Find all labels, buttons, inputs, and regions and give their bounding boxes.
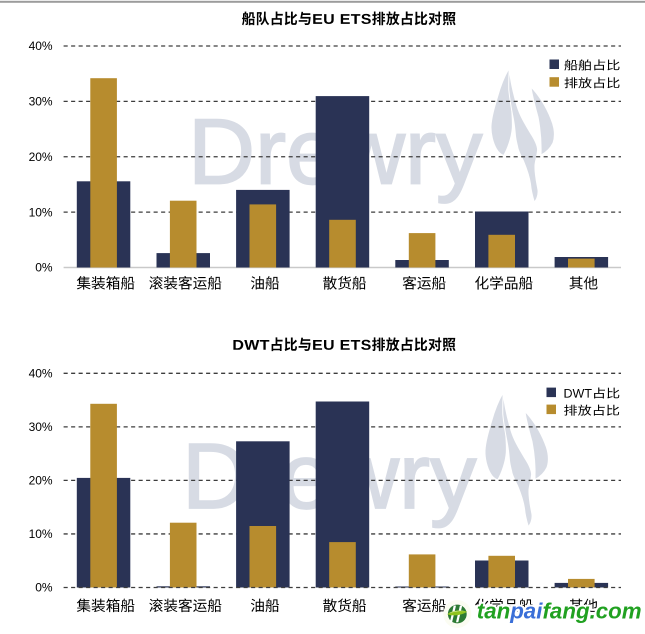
svg-text:0%: 0% (35, 581, 53, 595)
svg-text:tan: tan (477, 599, 510, 624)
svg-text:10%: 10% (29, 205, 53, 219)
svg-text:40%: 40% (29, 367, 53, 381)
svg-text:0%: 0% (35, 261, 53, 275)
svg-text:fang.com: fang.com (543, 599, 642, 624)
svg-text:10%: 10% (29, 527, 53, 541)
svg-text:30%: 30% (29, 95, 53, 109)
svg-text:20%: 20% (29, 474, 53, 488)
svg-text:40%: 40% (29, 39, 53, 53)
svg-text:30%: 30% (29, 420, 53, 434)
svg-text:20%: 20% (29, 150, 53, 164)
svg-text:pai: pai (509, 599, 543, 624)
